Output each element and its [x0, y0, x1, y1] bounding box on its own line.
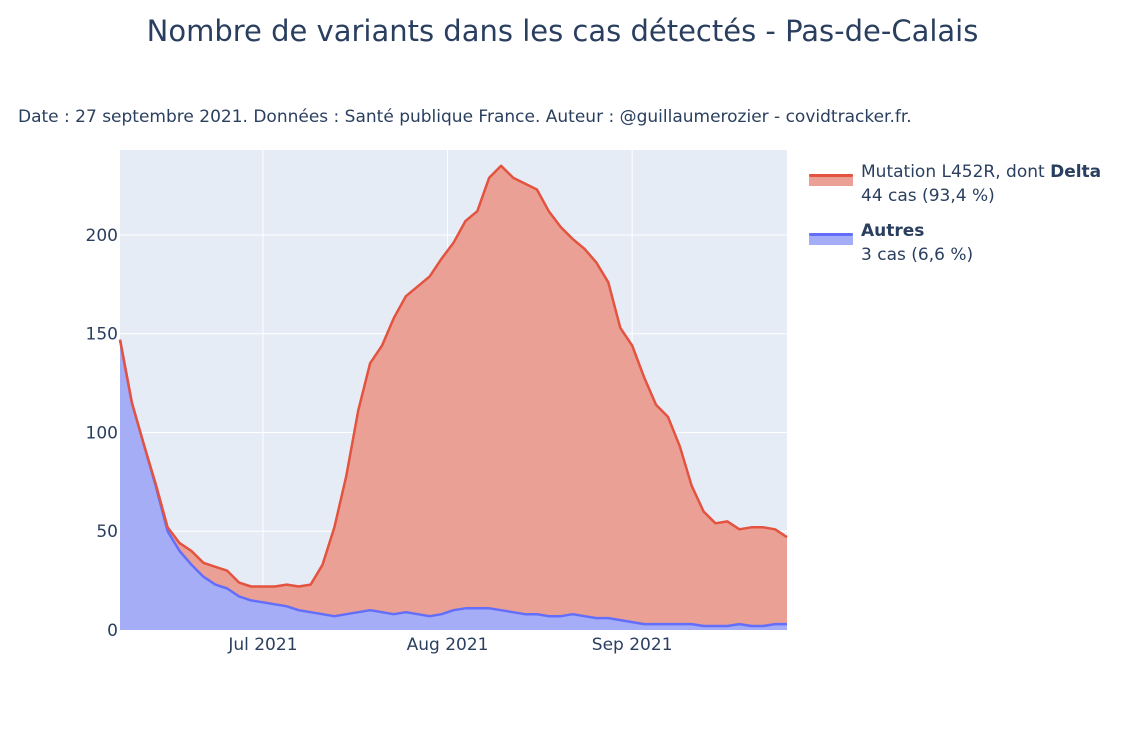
legend: Mutation L452R, dont Delta 44 cas (93,4 … — [806, 160, 1101, 278]
y-tick-label: 150 — [86, 325, 118, 345]
legend-detail-delta: 44 cas (93,4 %) — [861, 186, 995, 206]
area-series — [118, 164, 788, 630]
legend-item-autres[interactable]: Autres 3 cas (6,6 %) — [806, 219, 1101, 267]
y-tick-label: 100 — [86, 423, 118, 443]
chart-subtitle: Date : 27 septembre 2021. Données : Sant… — [18, 107, 912, 127]
delta-area — [120, 165, 787, 627]
x-tick-label: Jul 2021 — [227, 635, 297, 655]
y-tick-label: 0 — [107, 621, 118, 641]
legend-item-delta[interactable]: Mutation L452R, dont Delta 44 cas (93,4 … — [806, 160, 1101, 208]
legend-detail-autres: 3 cas (6,6 %) — [861, 245, 974, 265]
y-tick-label: 50 — [96, 522, 118, 542]
legend-label-autres: Autres — [861, 221, 925, 241]
chart-title: Nombre de variants dans les cas détectés… — [146, 14, 979, 48]
legend-label-delta: Mutation L452R, dont Delta — [861, 162, 1102, 182]
delta-line — [118, 164, 788, 588]
x-tick-label: Sep 2021 — [592, 635, 673, 655]
legend-swatch-autres — [809, 233, 853, 245]
axis-ticks: 0 50 100 150 200 Jul 2021 Aug 2021 Sep 2021 — [86, 226, 673, 655]
legend-swatch-delta — [809, 174, 853, 186]
autres-area — [120, 339, 787, 630]
x-tick-label: Aug 2021 — [407, 635, 489, 655]
y-tick-label: 200 — [86, 226, 118, 246]
autres-line — [118, 339, 787, 628]
